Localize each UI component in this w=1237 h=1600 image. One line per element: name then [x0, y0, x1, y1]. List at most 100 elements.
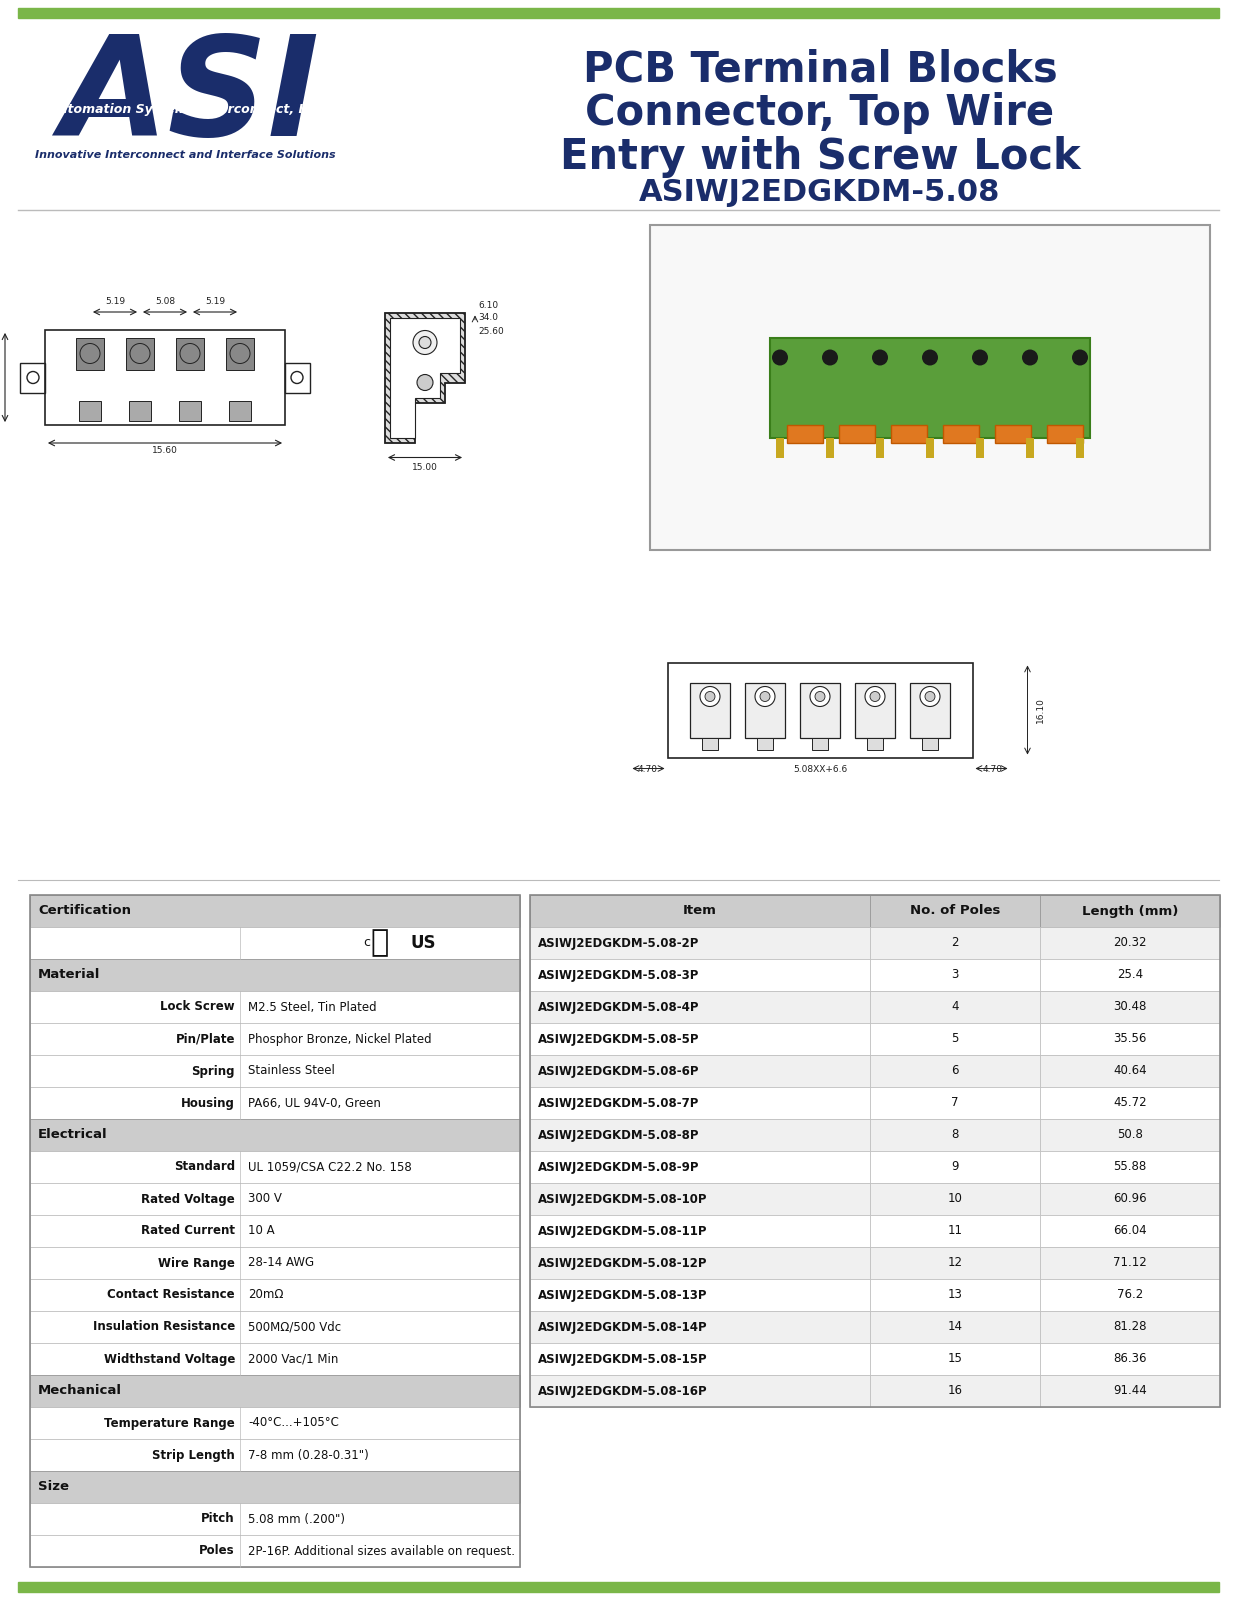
Bar — [757, 738, 773, 749]
Text: US: US — [409, 934, 435, 952]
Bar — [30, 1374, 520, 1406]
Bar — [30, 1086, 520, 1118]
Text: Housing: Housing — [181, 1096, 235, 1109]
Bar — [529, 1054, 870, 1086]
Bar — [1040, 1246, 1220, 1278]
Polygon shape — [390, 317, 460, 437]
Text: 81.28: 81.28 — [1113, 1320, 1147, 1333]
Text: Strip Length: Strip Length — [152, 1448, 235, 1461]
Bar — [1040, 1022, 1220, 1054]
Bar — [529, 1086, 870, 1118]
Bar — [75, 338, 104, 370]
Text: Automation Systems Interconnect, Inc: Automation Systems Interconnect, Inc — [49, 104, 320, 117]
Bar — [1040, 1310, 1220, 1342]
Text: 15.60: 15.60 — [152, 446, 178, 454]
Bar — [839, 424, 875, 443]
Text: Innovative Interconnect and Interface Solutions: Innovative Interconnect and Interface So… — [35, 150, 335, 160]
Text: No. of Poles: No. of Poles — [909, 904, 1001, 917]
Bar — [1040, 990, 1220, 1022]
Bar — [30, 1150, 520, 1182]
Text: Temperature Range: Temperature Range — [104, 1416, 235, 1429]
Text: Item: Item — [683, 904, 717, 917]
Text: 7: 7 — [951, 1096, 959, 1109]
Text: ASIWJ2EDGKDM-5.08-4P: ASIWJ2EDGKDM-5.08-4P — [538, 1000, 699, 1013]
Bar — [1040, 958, 1220, 990]
Text: 5: 5 — [951, 1032, 959, 1045]
Bar — [126, 338, 153, 370]
Text: ASIWJ2EDGKDM-5.08-6P: ASIWJ2EDGKDM-5.08-6P — [538, 1064, 699, 1077]
Bar — [229, 402, 251, 421]
Circle shape — [755, 686, 776, 707]
Text: Size: Size — [38, 1480, 69, 1493]
Text: 30.48: 30.48 — [1113, 1000, 1147, 1013]
Text: 20.32: 20.32 — [1113, 936, 1147, 949]
Bar — [787, 424, 823, 443]
Text: 86.36: 86.36 — [1113, 1352, 1147, 1365]
Text: 4.70: 4.70 — [637, 765, 658, 774]
Bar — [870, 1150, 1040, 1182]
Text: ASIWJ2EDGKDM-5.08-2P: ASIWJ2EDGKDM-5.08-2P — [538, 936, 699, 949]
Text: Insulation Resistance: Insulation Resistance — [93, 1320, 235, 1333]
Text: 25.4: 25.4 — [1117, 968, 1143, 981]
Text: -40°C...+105°C: -40°C...+105°C — [247, 1416, 339, 1429]
Text: 16: 16 — [948, 1384, 962, 1397]
Text: 28-14 AWG: 28-14 AWG — [247, 1256, 314, 1269]
Bar — [1040, 1214, 1220, 1246]
Bar — [529, 1246, 870, 1278]
Bar — [1040, 894, 1220, 926]
Circle shape — [413, 331, 437, 355]
Bar — [529, 990, 870, 1022]
Text: 10 A: 10 A — [247, 1224, 275, 1237]
Text: Widthstand Voltage: Widthstand Voltage — [104, 1352, 235, 1365]
Circle shape — [865, 686, 884, 707]
Text: 20mΩ: 20mΩ — [247, 1288, 283, 1301]
Bar — [30, 990, 520, 1022]
Text: 35.56: 35.56 — [1113, 1032, 1147, 1045]
Text: 71.12: 71.12 — [1113, 1256, 1147, 1269]
Bar — [943, 424, 978, 443]
Text: Pin/Plate: Pin/Plate — [176, 1032, 235, 1045]
Bar — [529, 894, 1220, 1406]
Text: 15.00: 15.00 — [412, 462, 438, 472]
Circle shape — [922, 349, 938, 365]
Bar — [995, 424, 1030, 443]
Text: 14: 14 — [948, 1320, 962, 1333]
Text: ASIWJ2EDGKDM-5.08-16P: ASIWJ2EDGKDM-5.08-16P — [538, 1384, 708, 1397]
Bar — [30, 1534, 520, 1566]
Bar — [870, 926, 1040, 958]
Text: 11: 11 — [948, 1224, 962, 1237]
Text: c: c — [362, 936, 370, 949]
Bar — [745, 683, 785, 738]
Bar — [19, 8, 1218, 18]
Bar — [1040, 1086, 1220, 1118]
Text: 91.44: 91.44 — [1113, 1384, 1147, 1397]
Polygon shape — [385, 312, 465, 443]
Text: ASIWJ2EDGKDM-5.08-7P: ASIWJ2EDGKDM-5.08-7P — [538, 1096, 699, 1109]
Bar — [870, 894, 1040, 926]
Bar — [176, 338, 204, 370]
Bar — [870, 958, 1040, 990]
Text: 60.96: 60.96 — [1113, 1192, 1147, 1205]
Bar — [910, 683, 950, 738]
Text: ASIWJ2EDGKDM-5.08-11P: ASIWJ2EDGKDM-5.08-11P — [538, 1224, 708, 1237]
Bar — [826, 437, 834, 458]
Circle shape — [872, 349, 888, 365]
Text: 45.72: 45.72 — [1113, 1096, 1147, 1109]
Circle shape — [823, 349, 837, 365]
Bar — [30, 1502, 520, 1534]
Bar — [776, 437, 784, 458]
Text: ASIWJ2EDGKDM-5.08-8P: ASIWJ2EDGKDM-5.08-8P — [538, 1128, 699, 1141]
Bar — [855, 683, 896, 738]
Text: 34.0: 34.0 — [477, 314, 499, 323]
Bar — [976, 437, 983, 458]
Text: ASIWJ2EDGKDM-5.08: ASIWJ2EDGKDM-5.08 — [640, 178, 1001, 206]
Text: 55.88: 55.88 — [1113, 1160, 1147, 1173]
Text: 300 V: 300 V — [247, 1192, 282, 1205]
Text: Stainless Steel: Stainless Steel — [247, 1064, 335, 1077]
Text: 2: 2 — [951, 936, 959, 949]
Bar — [922, 738, 938, 749]
Bar — [800, 683, 840, 738]
Circle shape — [810, 686, 830, 707]
Bar — [129, 402, 151, 421]
Bar — [1025, 437, 1034, 458]
